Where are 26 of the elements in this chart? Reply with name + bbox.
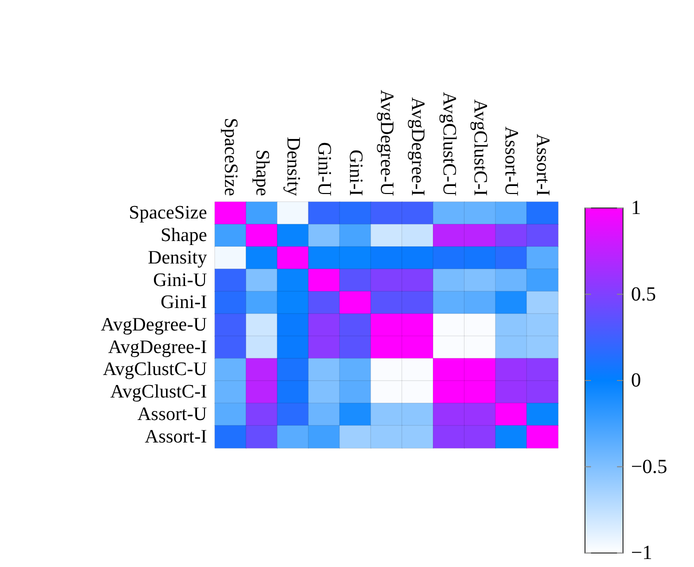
color-bar-label: 0	[631, 370, 641, 392]
x-tick-label: Density	[282, 136, 304, 196]
x-tick-label: AvgClustC-U	[438, 92, 460, 196]
x-tick-label: Gini-I	[344, 150, 366, 196]
y-tick-label: SpaceSize	[128, 202, 207, 224]
x-tick-label: AvgClustC-I	[470, 99, 491, 196]
color-bar-label: −0.5	[631, 456, 668, 478]
x-tick-label: Shape	[251, 150, 272, 196]
color-bar-label: 1	[631, 197, 641, 219]
y-tick-label: AvgDegree-U	[100, 314, 208, 336]
y-tick-label: Gini-U	[153, 270, 208, 291]
y-tick-label: Shape	[160, 225, 207, 246]
x-tick-label: Gini-U	[314, 142, 335, 196]
y-tick-label: AvgDegree-I	[108, 336, 207, 358]
y-tick-label: Density	[148, 247, 208, 268]
color-bar-label: 0.5	[631, 283, 656, 306]
color-bar-label: −1	[631, 542, 652, 564]
x-tick-label: AvgDegree-U	[376, 90, 397, 196]
x-tick-label: Assort-I	[532, 134, 553, 196]
y-tick-label: Assort-U	[137, 404, 208, 425]
y-tick-label: Assort-I	[144, 426, 207, 448]
y-tick-label: AvgClustC-I	[110, 382, 207, 403]
x-tick-label: Assort-U	[500, 126, 522, 196]
y-tick-label: AvgClustC-U	[102, 359, 208, 380]
x-tick-label: AvgDegree-I	[407, 97, 428, 196]
y-tick-label: Gini-I	[160, 292, 207, 314]
